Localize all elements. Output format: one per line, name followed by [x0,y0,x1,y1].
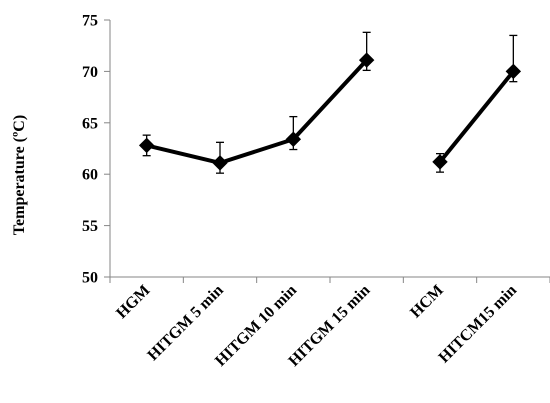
series-line [438,70,515,164]
data-point [138,137,155,154]
y-tick-label: 50 [82,270,98,287]
data-point [358,52,375,68]
data-point [505,63,522,80]
data-point [212,155,228,171]
series-1 [138,31,522,174]
x-tick-label: HITCM15 min [436,282,521,367]
y-tick-label: 75 [82,13,98,30]
y-tick-label: 55 [82,218,98,235]
y-tick-label: 60 [82,167,98,184]
series-line [146,58,369,165]
x-tick-label: HCM [407,282,447,322]
y-tick-label: 70 [82,64,98,81]
x-tick-label: HITGM 5 min [144,282,226,364]
x-tick-label: HGM [113,282,153,322]
data-point [285,131,302,147]
y-axis: 50 55 60 65 70 75 [82,13,111,287]
y-tick-label: 65 [82,115,98,132]
y-axis-title: Temperature (ºC) [11,115,28,235]
data-point [432,154,448,170]
